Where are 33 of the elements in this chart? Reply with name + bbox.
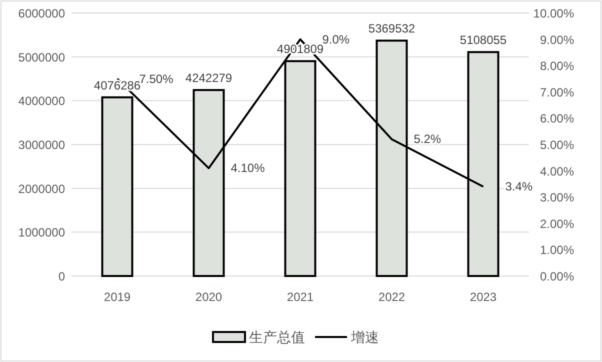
- data-label: 4.10%: [230, 161, 266, 176]
- x-tick-label: 2022: [378, 290, 406, 304]
- y2-tick-label: 0.00%: [540, 270, 574, 284]
- data-label: 5.2%: [414, 132, 442, 146]
- y-tick-label: 2000000: [18, 182, 66, 196]
- y-tick-label: 3000000: [18, 138, 66, 152]
- x-tick-label: 2023: [470, 290, 497, 304]
- data-label: 3.4%: [505, 180, 533, 194]
- data-label: 9.0%: [322, 32, 350, 46]
- legend-label: 增速: [350, 329, 379, 345]
- x-tick-label: 2019: [104, 290, 131, 304]
- y-tick-label: 5000000: [18, 50, 66, 64]
- data-label: 7.50%: [139, 72, 174, 86]
- y2-tick-label: 1.00%: [540, 243, 574, 258]
- x-tick-label: 2021: [286, 290, 314, 304]
- y2-tick-label: 2.00%: [540, 216, 574, 231]
- y2-tick-label: 7.00%: [540, 85, 574, 100]
- y-tick-label: 1000000: [18, 226, 66, 240]
- y2-tick-label: 5.00%: [540, 138, 574, 152]
- y-tick-label: 0: [58, 270, 66, 284]
- y2-tick-label: 9.00%: [540, 32, 574, 47]
- y-tick-label: 4000000: [18, 94, 66, 108]
- data-label: 4242279: [185, 71, 232, 86]
- x-tick-label: 2020: [195, 290, 222, 304]
- y2-tick-label: 10.00%: [533, 6, 574, 20]
- data-label: 5108055: [460, 33, 507, 48]
- legend-label: 生产总值: [249, 329, 305, 345]
- y2-tick-label: 3.00%: [540, 190, 574, 205]
- y2-tick-label: 6.00%: [540, 112, 574, 126]
- data-label: 5369532: [368, 22, 416, 36]
- y2-tick-label: 8.00%: [540, 59, 574, 74]
- y2-tick-label: 4.00%: [540, 164, 574, 178]
- y-tick-label: 6000000: [18, 6, 66, 20]
